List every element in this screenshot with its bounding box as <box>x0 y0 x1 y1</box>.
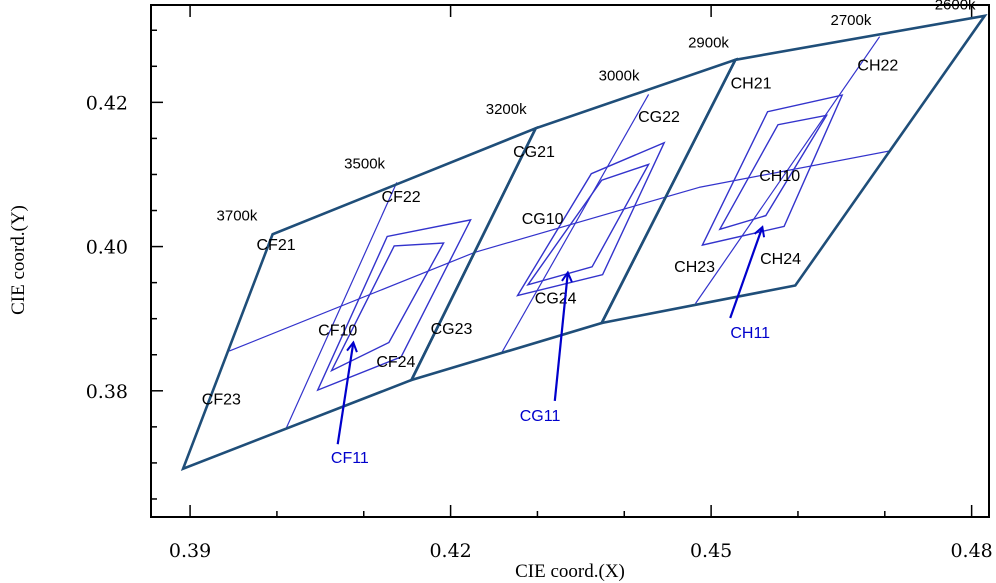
bin-label: CG22 <box>638 109 680 126</box>
x-tick-label: 0.39 <box>169 540 211 562</box>
bin-label: CG10 <box>522 211 564 228</box>
cct-label: 2900k <box>688 35 729 52</box>
tick-labels: 0.39 0.42 0.45 0.48 0.38 0.40 0.42 <box>86 92 993 562</box>
bin-label: CF21 <box>256 237 295 254</box>
bin-label: CF24 <box>376 354 415 371</box>
annotation-label: CG11 <box>520 408 561 425</box>
bin-label: CH10 <box>759 168 800 185</box>
y-tick-label: 0.40 <box>86 237 128 259</box>
tick-marks <box>151 5 973 517</box>
bin-label: CF23 <box>202 392 241 409</box>
x-tick-label: 0.48 <box>950 540 992 562</box>
divider-line-ch-horizontal <box>698 150 892 188</box>
cct-label: 3700k <box>217 208 258 225</box>
annotation-label: CF11 <box>331 450 369 467</box>
bin-cf-outer <box>316 218 472 392</box>
bin-label: CF22 <box>382 189 421 206</box>
chart-series <box>180 13 988 471</box>
bin-label: CF10 <box>318 322 357 339</box>
region-ch <box>599 13 988 325</box>
bin-label: CG21 <box>513 144 555 161</box>
cct-label: 3000k <box>599 68 640 85</box>
bin-label: CH21 <box>731 76 772 93</box>
annotation-arrow <box>553 273 568 402</box>
x-tick-label: 0.42 <box>429 540 471 562</box>
bin-cf-inner <box>330 242 445 373</box>
chart-labels: 3700k 3500k 3200k 3000k 2900k 2700k 2600k CF21 C… <box>202 0 976 467</box>
y-tick-label: 0.42 <box>86 92 128 114</box>
y-tick-label: 0.38 <box>86 381 128 403</box>
annotation-arrow <box>729 227 762 319</box>
bin-label: CH23 <box>674 259 715 276</box>
divider-line-cf-horizontal <box>228 251 476 352</box>
bin-ch-inner <box>718 114 829 231</box>
x-tick-label: 0.45 <box>690 540 732 562</box>
bin-label: CH24 <box>760 251 801 268</box>
bin-label: CG23 <box>431 321 473 338</box>
x-axis-title: CIE coord.(X) <box>515 561 625 582</box>
bin-label: CH22 <box>857 58 898 75</box>
cct-label: 2700k <box>830 12 871 29</box>
divider-line-cf-vertical <box>285 182 398 428</box>
divider-line-cg-horizontal <box>474 186 700 253</box>
bin-label: CG24 <box>535 291 577 308</box>
annotation-label: CH11 <box>730 325 770 342</box>
cct-label: 3200k <box>486 101 527 118</box>
y-axis-title: CIE coord.(Y) <box>8 205 29 315</box>
annotation-arrow <box>336 342 354 445</box>
plot-frame <box>150 4 990 518</box>
cct-label: 2600k <box>935 0 976 13</box>
cct-label: 3500k <box>344 156 385 173</box>
bin-cg-outer <box>516 141 666 297</box>
